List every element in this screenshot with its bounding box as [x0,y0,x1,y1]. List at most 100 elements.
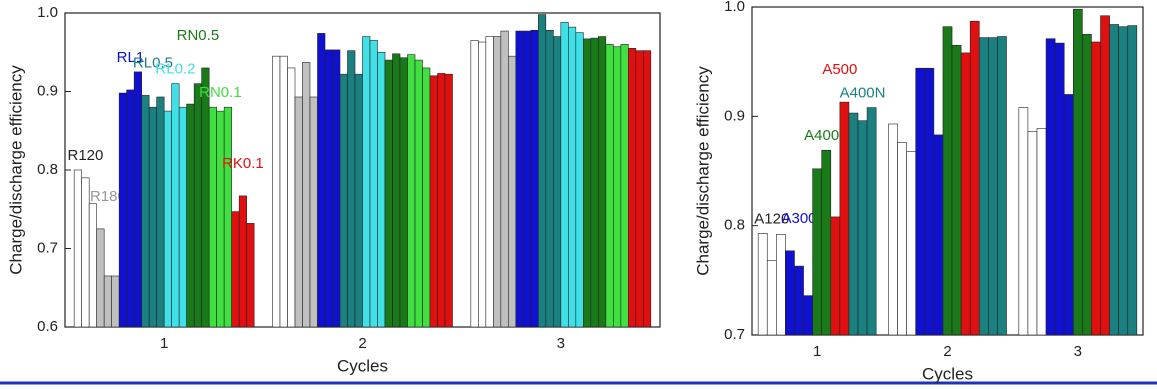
bar [332,49,341,328]
series-label: A300 [781,210,816,227]
x-tick-label: 1 [160,335,168,352]
series-label: A400 [804,127,839,144]
y-tick-label: 0.7 [724,326,745,343]
bar [776,234,786,336]
bar [969,20,980,336]
bar [643,50,652,328]
bar [186,103,195,328]
bar [294,96,303,328]
bar [429,75,438,328]
bar [1100,15,1110,336]
bar [444,73,453,328]
bar [422,67,431,328]
bar [500,30,509,328]
bar [812,168,823,336]
bar [757,233,768,336]
bar [988,37,998,336]
series-label: A500 [822,61,857,78]
bar [111,275,120,328]
bar [590,37,599,328]
bar [848,112,859,336]
bar [924,67,935,336]
bar [803,295,813,336]
bar [1109,24,1119,336]
bar [933,134,944,336]
bar [830,216,841,336]
bar [223,106,232,328]
y-tick-label: 0.9 [37,82,58,99]
y-tick-label: 1.0 [37,4,58,21]
bar [523,30,532,328]
bar [178,106,187,328]
bar [1054,42,1065,336]
series-label: A120 [754,210,789,227]
bar [951,44,962,336]
bar [960,52,971,336]
bar [231,211,240,328]
bar [906,151,917,336]
bar [1118,26,1129,336]
bar [399,57,408,328]
bar [620,44,629,328]
series-label: RL0.5 [133,54,173,71]
bar [208,106,217,328]
bar [485,36,494,328]
bar [309,96,318,328]
bar [362,36,371,328]
bar [133,71,142,328]
bar [437,73,446,328]
x-tick-label: 3 [557,335,565,352]
bar [568,26,577,328]
bar [392,53,401,328]
bar [866,107,877,336]
x-tick-label: 2 [943,343,951,360]
bar [126,89,135,328]
bar [915,67,926,336]
bar [635,50,644,328]
bar [553,36,562,328]
bar [888,123,898,336]
bar [997,36,1007,336]
bar [1036,128,1047,336]
bar [302,62,311,328]
bar [1091,41,1101,336]
series-label: R120 [67,147,103,164]
bar [897,142,907,336]
bar [96,228,105,328]
y-tick-label: 0.8 [37,161,58,178]
bar [377,51,386,328]
bar [141,95,150,328]
x-tick-label: 2 [358,335,366,352]
x-tick-label: 3 [1074,343,1082,360]
bar [279,55,288,328]
bar [583,38,592,328]
bar [73,169,82,328]
bar [287,67,296,328]
bar [839,101,850,336]
y-axis-label: Charge/discharge efficiency [6,65,25,275]
bar [978,37,989,336]
y-tick-label: 0.8 [724,217,745,234]
x-axis-label: Cycles [922,364,973,383]
bar [1127,25,1138,336]
bar [538,14,547,328]
bar [88,203,97,328]
bar [103,275,112,328]
series-label: RL1 [117,49,145,66]
bar [148,106,157,328]
series-label: RN0.5 [177,27,220,44]
series-label: R180 [90,188,126,205]
bar [171,83,180,328]
bar [605,44,614,328]
bar [384,59,393,328]
bar [324,49,333,328]
bar [347,50,356,328]
bar [857,120,868,336]
bar [246,223,255,328]
y-tick-label: 0.6 [37,318,58,335]
bar [163,110,172,328]
y-tick-label: 0.9 [724,107,745,124]
y-axis-label: Charge/discharge efficiency [693,66,712,276]
bar [628,48,637,328]
